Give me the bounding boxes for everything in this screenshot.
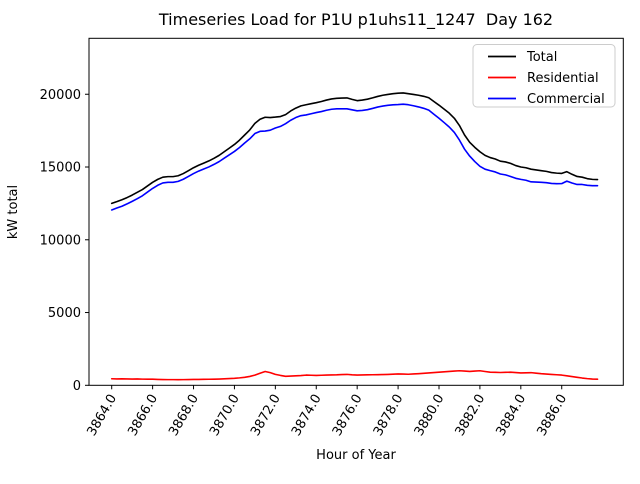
x-tick-label: 3886.0 bbox=[534, 392, 570, 439]
series-lines bbox=[110, 92, 599, 381]
x-tick-label: 3880.0 bbox=[412, 392, 448, 439]
series-line-commercial bbox=[110, 103, 599, 211]
x-tick-label: 3868.0 bbox=[166, 392, 202, 439]
legend-label-residential: Residential bbox=[527, 71, 599, 86]
y-tick-label: 10000 bbox=[40, 233, 81, 248]
legend-label-total: Total bbox=[526, 50, 557, 65]
legend-label-commercial: Commercial bbox=[527, 92, 605, 107]
x-tick-label: 3874.0 bbox=[289, 392, 325, 439]
series-line-residential bbox=[110, 369, 599, 381]
y-tick-label: 15000 bbox=[40, 161, 81, 176]
y-tick-label: 20000 bbox=[40, 88, 81, 103]
x-tick-label: 3866.0 bbox=[125, 392, 161, 439]
series-line-total bbox=[110, 92, 599, 205]
x-tick-label: 3884.0 bbox=[494, 392, 530, 439]
x-axis-ticks: 3864.0 3866.0 3868.0 3870.0 3872.0 3874.0 3876… bbox=[84, 385, 570, 439]
x-tick-label: 3870.0 bbox=[207, 392, 243, 439]
x-tick-label: 3882.0 bbox=[453, 392, 489, 439]
y-tick-label: 5000 bbox=[48, 306, 81, 321]
x-tick-label: 3872.0 bbox=[248, 392, 284, 439]
chart-title: Timeseries Load for P1U p1uhs11_1247 Day… bbox=[158, 10, 553, 30]
x-tick-label: 3878.0 bbox=[371, 392, 407, 439]
x-tick-label: 3864.0 bbox=[84, 392, 120, 439]
plot-frame bbox=[88, 37, 624, 386]
legend: Total Residential Commercial bbox=[472, 44, 616, 108]
x-axis-label: Hour of Year bbox=[316, 448, 396, 463]
legend-frame bbox=[472, 44, 616, 108]
y-axis-ticks: 0 5000 10000 15000 20000 bbox=[40, 88, 89, 394]
x-tick-label: 3876.0 bbox=[330, 392, 366, 439]
y-tick-label: 0 bbox=[73, 379, 81, 394]
y-axis-label: kW total bbox=[6, 185, 21, 239]
